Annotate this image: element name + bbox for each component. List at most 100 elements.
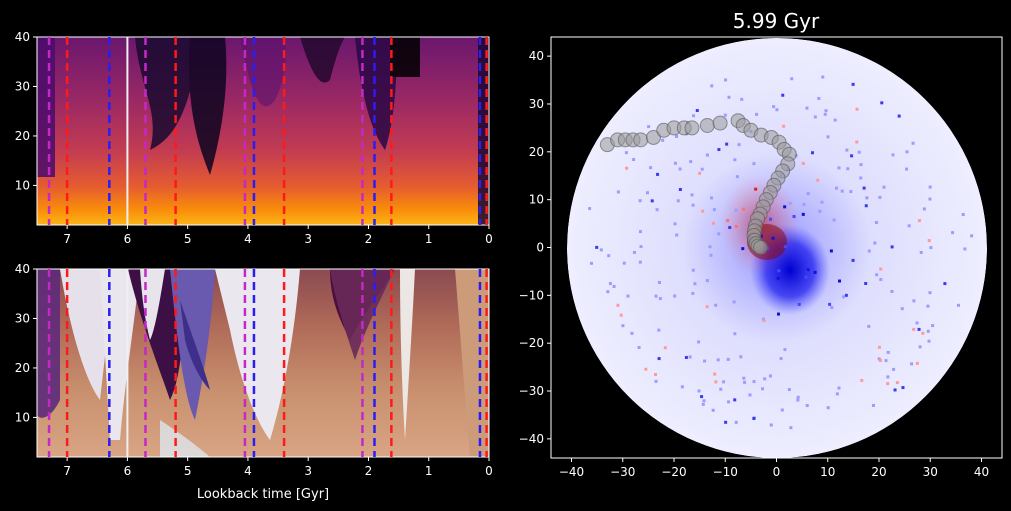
disk-pixel xyxy=(657,328,661,332)
disk-pixel xyxy=(654,379,658,383)
disk-pixel xyxy=(722,380,726,384)
disk-pixel xyxy=(716,358,720,362)
disk-pixel xyxy=(943,282,947,286)
disk-pixel xyxy=(781,93,785,97)
disk-pixel xyxy=(862,186,866,190)
disk-pixel xyxy=(818,209,822,213)
disk-pixel xyxy=(703,359,707,363)
disk-pixel xyxy=(732,300,736,304)
disk-pixel xyxy=(607,254,611,258)
disk-pixel xyxy=(693,282,697,286)
y-tick-label-1: 20 xyxy=(15,129,30,143)
disk-pixel xyxy=(691,268,695,272)
disk-pixel xyxy=(851,258,855,262)
disk-speckles xyxy=(588,75,974,430)
disk-pixel xyxy=(762,319,766,323)
right-y-tick-label-7: 30 xyxy=(529,97,544,111)
orbit-point-4 xyxy=(633,132,649,148)
disk-pixel xyxy=(726,219,730,223)
disk-pixel xyxy=(663,346,667,350)
disk-pixel xyxy=(927,239,931,243)
x-tick-label-5: 2 xyxy=(365,464,373,478)
disk-pixel xyxy=(890,245,894,249)
disk-pixel xyxy=(655,208,659,212)
disk-pixel xyxy=(929,246,933,250)
disk-pixel xyxy=(697,389,701,393)
disk-pixel xyxy=(717,148,721,152)
right-y-tick-label-2: −20 xyxy=(519,336,544,350)
x-tick-label-3: 4 xyxy=(244,232,252,246)
disk-pixel xyxy=(880,101,884,105)
disk-pixel xyxy=(804,275,808,279)
right-x-tick-label-6: 20 xyxy=(871,465,886,479)
x-tick-label-6: 1 xyxy=(425,464,433,478)
disk-pixel xyxy=(821,75,825,79)
right-x-tick-label-4: 0 xyxy=(773,465,781,479)
disk-pixel xyxy=(837,386,841,390)
disk-pixel xyxy=(588,207,592,211)
disk-pixel xyxy=(675,134,679,138)
disk-pixel xyxy=(895,381,899,385)
disk-pixel xyxy=(710,84,714,88)
disk-pixel xyxy=(726,357,730,361)
disk-pixel xyxy=(790,77,794,81)
right-x-tick-label-7: 30 xyxy=(923,465,938,479)
disk-pixel xyxy=(928,197,932,201)
disk-pixel xyxy=(864,281,868,285)
disk-pixel xyxy=(900,307,904,311)
disk-pixel xyxy=(780,408,784,412)
disk-pixel xyxy=(826,406,830,410)
disk-pixel xyxy=(645,191,649,195)
disk-pixel xyxy=(850,154,854,158)
disk-pixel xyxy=(792,215,796,219)
disk-pixel xyxy=(897,114,901,118)
disk-pixel xyxy=(834,186,838,190)
disk-pixel xyxy=(735,175,739,179)
disk-pixel xyxy=(801,161,805,165)
disk-pixel xyxy=(761,387,765,391)
orbit-point-9 xyxy=(684,120,700,136)
disk-pixel xyxy=(855,140,859,144)
right-x-tick-label-5: 10 xyxy=(820,465,835,479)
x-tick-label-0: 7 xyxy=(63,464,71,478)
disk-pixel xyxy=(877,357,881,361)
disk-pixel xyxy=(673,222,677,226)
disk-pixel xyxy=(859,163,863,167)
disk-pixel xyxy=(742,207,746,211)
disk-pixel xyxy=(805,404,809,408)
disk-pixel xyxy=(884,359,888,363)
disk-pixel xyxy=(695,109,699,113)
disk-pixel xyxy=(737,143,741,147)
orbit-point-35 xyxy=(753,240,769,255)
disk-pixel xyxy=(654,294,658,298)
disk-pixel xyxy=(782,124,786,128)
disk-pixel xyxy=(829,249,833,253)
orbit-point-5 xyxy=(646,129,661,145)
disk-pixel xyxy=(910,362,914,366)
disk-pixel xyxy=(878,195,882,199)
disk-pixel xyxy=(713,372,717,376)
disk-pixel xyxy=(835,392,839,396)
disk-pixel xyxy=(919,250,923,254)
disk-pixel xyxy=(911,141,915,145)
disk-pixel xyxy=(817,96,821,100)
disk-pixel xyxy=(768,374,772,378)
disk-pixel xyxy=(912,299,916,303)
disk-pixel xyxy=(806,192,810,196)
disk-pixel xyxy=(622,261,626,265)
x-tick-label-6: 1 xyxy=(425,232,433,246)
disk-pixel xyxy=(769,423,773,427)
disk-pixel xyxy=(748,393,752,397)
disk-pixel xyxy=(826,135,830,139)
disk-pixel xyxy=(644,367,648,371)
disk-pixel xyxy=(680,385,684,389)
disk-pixel xyxy=(712,208,716,212)
disk-pixel xyxy=(616,190,620,194)
disk-pixel xyxy=(857,150,861,154)
top-heatmap-dark-features xyxy=(37,37,489,225)
x-tick-label-0: 7 xyxy=(63,232,71,246)
disk-pixel xyxy=(931,324,935,328)
disk-pixel xyxy=(654,373,658,377)
y-tick-label-2: 30 xyxy=(15,311,30,325)
